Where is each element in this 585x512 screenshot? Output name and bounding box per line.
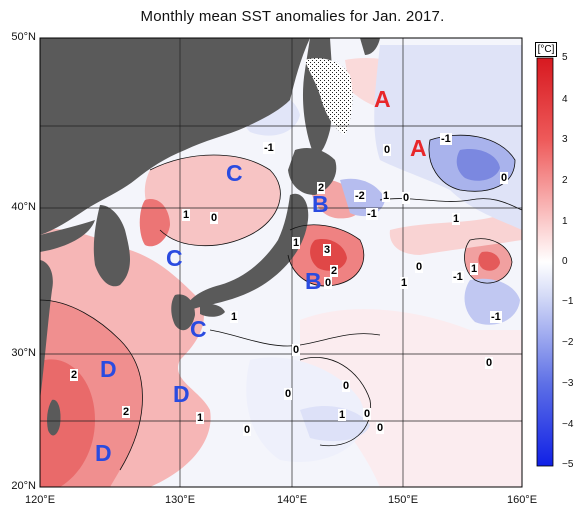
contour-label: 2 [317,182,326,194]
warm-anomaly-japan-sea [144,155,281,246]
contour-label: 0 [342,380,351,392]
lon-label-150e: 150°E [387,494,419,506]
colorbar-tick: 5 [562,52,568,63]
contour-label: 1 [196,412,205,424]
region-label-b: B [312,191,329,217]
region-label-a: A [410,135,427,161]
lon-label-130e: 130°E [164,494,196,506]
land-taiwan [47,399,61,436]
colorbar-unit: [°C] [535,42,557,57]
region-label-b: B [305,268,322,294]
contour-label: 0 [284,388,293,400]
contour-label: 0 [383,144,392,156]
colorbar-tick: −4 [562,419,574,430]
contour-label: 1 [292,237,301,249]
map-title: Monthly mean SST anomalies for Jan. 2017… [140,8,445,25]
contour-label: -1 [490,311,502,323]
contour-label: 2 [122,406,131,418]
colorbar-tick: 0 [562,256,568,267]
contour-label: -1 [366,208,378,220]
cold-anomaly-east-b [464,278,520,325]
land-kyushu [171,294,195,331]
colorbar [536,57,554,467]
contour-label: 1 [470,263,479,275]
warm-anomaly-east-band [389,215,522,255]
contour-label: 0 [324,277,333,289]
contour-label: 0 [485,357,494,369]
region-label-d: D [100,356,117,382]
map-frame [39,37,523,488]
land-kuril-sea-ice [305,58,353,135]
contour-label: 0 [376,422,385,434]
contour-label: 1 [338,409,347,421]
colorbar-tick: 4 [562,94,568,105]
land-shikoku [200,303,225,317]
contour-label: 0 [243,424,252,436]
contour-label: 0 [210,212,219,224]
land-asia [40,38,310,235]
cold-anomaly-okhotsk-deep [456,149,500,181]
region-label-d: D [95,440,112,466]
region-label-c: C [166,245,183,271]
colorbar-tick: 3 [562,134,568,145]
grid-lines [40,38,522,487]
contour-label: 3 [323,244,332,256]
contour-label: -1 [263,142,275,154]
lat-label-20n: 20°N [11,480,36,492]
colorbar-tick: −3 [562,378,574,389]
land-china-coast [40,260,53,400]
contour-label: 1 [400,277,409,289]
lat-label-30n: 30°N [11,347,36,359]
colorbar-tick: 2 [562,175,568,186]
contour-label: 0 [415,261,424,273]
colorbar-tick: −5 [562,459,574,470]
region-label-c: C [190,316,207,342]
contour-label: 1 [452,213,461,225]
warm-anomaly-korea-coast [139,199,170,247]
contour-label: 1 [382,190,391,202]
warm-anomaly-east-eddy-core [478,251,500,271]
pale-warm-patch [300,309,522,487]
region-label-a: A [374,86,391,112]
contour-label: -1 [440,133,452,145]
region-label-d: D [173,381,190,407]
colorbar-tick: −2 [562,337,574,348]
land-korea [93,205,130,287]
colorbar-tick: −1 [562,296,574,307]
region-label-c: C [226,160,243,186]
contour-label: 1 [182,209,191,221]
contour-label: -1 [452,271,464,283]
contour-label: 0 [292,344,301,356]
contour-label: 2 [330,265,339,277]
contour-label: -2 [354,190,366,202]
contour-label: 0 [500,172,509,184]
land-shandong [40,220,95,252]
lat-label-50n: 50°N [11,31,36,43]
land-kamchatka [360,38,380,55]
lon-label-120e: 120°E [24,494,56,506]
contour-label: 1 [230,311,239,323]
contour-label: 0 [402,192,411,204]
contour-label: 2 [70,369,79,381]
lat-label-40n: 40°N [11,201,36,213]
lon-label-160e: 160°E [506,494,538,506]
colorbar-tick: 1 [562,216,568,227]
warm-anomaly-ecs-deep [40,359,95,487]
lon-label-140e: 140°E [276,494,308,506]
cold-anomaly-south [300,405,370,442]
contour-label: 0 [363,408,372,420]
